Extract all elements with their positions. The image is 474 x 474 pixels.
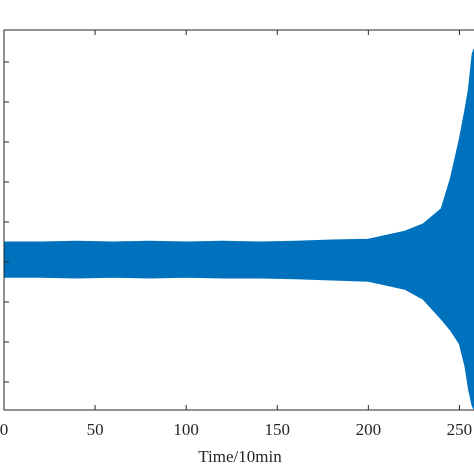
x-tick-label: 50: [87, 420, 104, 439]
plot-frame: [3, 29, 474, 411]
x-tick-label: 150: [265, 420, 291, 439]
x-tick-label: 200: [356, 420, 382, 439]
x-tick-label: 0: [0, 420, 8, 439]
x-tick-label: 100: [173, 420, 199, 439]
x-axis-label: Time/10min: [198, 447, 282, 466]
x-tick-label: 250: [447, 420, 473, 439]
signal-band: [3, 48, 474, 411]
